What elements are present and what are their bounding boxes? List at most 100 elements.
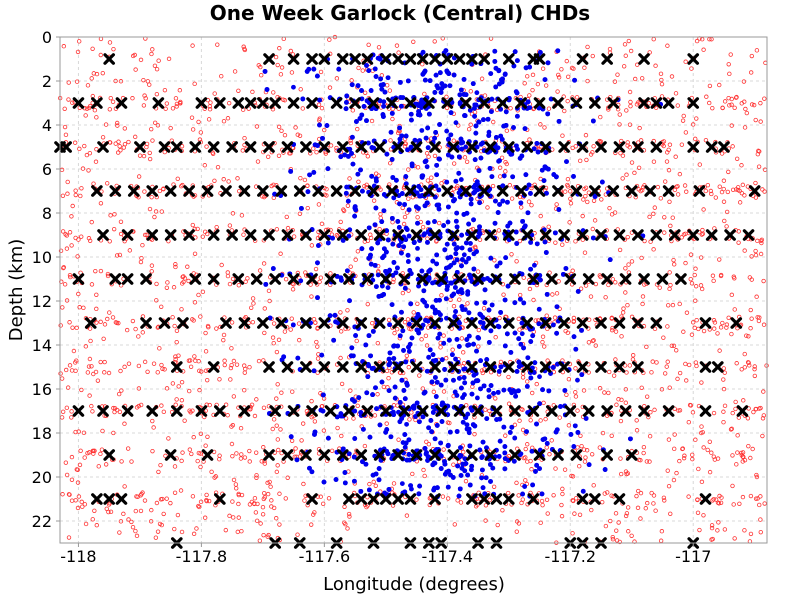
blue-point — [475, 179, 480, 184]
red-point — [277, 125, 281, 129]
red-point — [74, 189, 78, 193]
red-point — [206, 435, 210, 439]
red-point — [382, 385, 386, 389]
red-point — [87, 169, 91, 173]
blue-point — [521, 346, 526, 351]
red-point — [426, 179, 430, 183]
red-point — [123, 365, 127, 369]
red-point — [352, 417, 356, 421]
red-point — [694, 267, 698, 271]
red-point — [694, 361, 698, 365]
red-point — [150, 48, 154, 52]
blue-point — [537, 374, 542, 379]
red-point — [694, 117, 698, 121]
red-point — [674, 348, 678, 352]
red-point — [452, 139, 456, 143]
red-point — [689, 277, 693, 281]
red-point — [667, 168, 671, 172]
blue-point — [497, 202, 502, 207]
blue-point — [488, 479, 493, 484]
red-point — [286, 226, 290, 230]
red-point — [266, 155, 270, 159]
blue-point — [401, 244, 406, 249]
red-point — [90, 220, 94, 224]
red-point — [300, 439, 304, 443]
red-point — [662, 231, 666, 235]
red-point — [695, 318, 699, 322]
red-point — [188, 448, 192, 452]
red-point — [117, 140, 121, 144]
red-point — [263, 307, 267, 311]
red-point — [433, 154, 437, 158]
blue-point — [501, 388, 506, 393]
red-point — [650, 371, 654, 375]
red-point — [621, 311, 625, 315]
red-point — [283, 330, 287, 334]
red-point — [255, 476, 259, 480]
red-point — [666, 325, 670, 329]
red-point — [635, 494, 639, 498]
blue-point — [482, 383, 487, 388]
red-point — [743, 365, 747, 369]
red-point — [70, 215, 74, 219]
blue-point — [503, 72, 508, 77]
red-point — [591, 227, 595, 231]
blue-point — [468, 241, 473, 246]
red-point — [180, 308, 184, 312]
red-point — [139, 58, 143, 62]
red-point — [254, 511, 258, 515]
red-point — [682, 114, 686, 118]
red-point — [749, 456, 753, 460]
blue-point — [506, 284, 511, 289]
red-point — [316, 357, 320, 361]
red-point — [568, 221, 572, 225]
red-point — [320, 222, 324, 226]
red-point — [99, 320, 103, 324]
red-point — [199, 465, 203, 469]
blue-point — [288, 169, 293, 174]
red-point — [215, 225, 219, 229]
red-point — [320, 106, 324, 110]
red-point — [702, 48, 706, 52]
blue-point — [437, 332, 442, 337]
red-point — [614, 358, 618, 362]
blue-point — [366, 68, 371, 73]
red-point — [545, 498, 549, 502]
red-point — [272, 196, 276, 200]
red-point — [465, 160, 469, 164]
red-point — [226, 274, 230, 278]
blue-point — [432, 136, 437, 141]
blue-point — [505, 331, 510, 336]
red-point — [493, 397, 497, 401]
red-point — [79, 235, 83, 239]
red-point — [700, 287, 704, 291]
blue-point — [391, 356, 396, 361]
red-point — [527, 200, 531, 204]
red-point — [89, 339, 93, 343]
red-point — [554, 241, 558, 245]
red-point — [618, 113, 622, 117]
red-point — [272, 341, 276, 345]
red-point — [662, 215, 666, 219]
red-point — [614, 512, 618, 516]
red-point — [90, 283, 94, 287]
red-point — [309, 523, 313, 527]
red-point — [583, 460, 587, 464]
red-point — [197, 120, 201, 124]
red-point — [61, 410, 65, 414]
red-point — [626, 506, 630, 510]
blue-point — [562, 388, 567, 393]
red-point — [637, 166, 641, 170]
red-point — [180, 380, 184, 384]
blue-point — [389, 130, 394, 135]
red-point — [65, 299, 69, 303]
red-point — [745, 111, 749, 115]
red-point — [251, 320, 255, 324]
blue-point — [564, 159, 569, 164]
red-point — [585, 200, 589, 204]
blue-point — [473, 131, 478, 136]
red-point — [700, 425, 704, 429]
red-point — [213, 92, 217, 96]
red-point — [619, 457, 623, 461]
blue-point — [486, 133, 491, 138]
